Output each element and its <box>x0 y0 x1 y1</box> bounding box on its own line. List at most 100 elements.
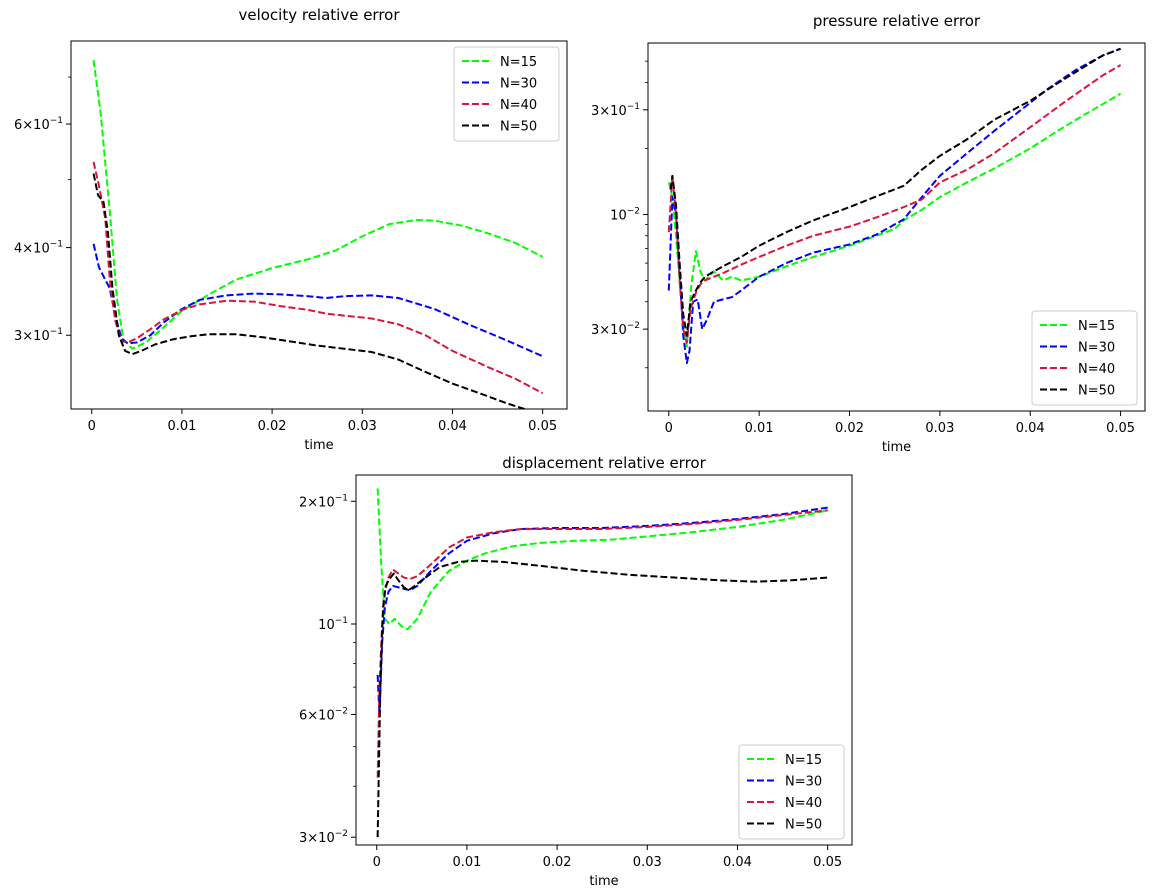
y-tick-times: × <box>22 118 33 133</box>
legend-box <box>738 744 845 840</box>
x-tick-label: 0.05 <box>528 419 557 434</box>
legend: N=15 N=30 N=40 N=50 <box>738 744 845 840</box>
y-tick-exp: −1 <box>627 102 640 112</box>
legend-label: N=15 <box>1078 319 1115 334</box>
y-tick-exp: −2 <box>335 829 348 839</box>
y-tick-mant: 6 <box>299 708 307 723</box>
legend-label: N=40 <box>500 98 537 113</box>
y-tick-label: 2×10−1 <box>299 493 348 510</box>
chart-title: displacement relative error <box>502 454 706 472</box>
legend-label: N=15 <box>785 753 822 768</box>
series-line-N=50 <box>669 47 1121 337</box>
y-tick-label: 6×10−1 <box>14 116 63 133</box>
legend-label: N=50 <box>785 818 822 833</box>
legend: N=15 N=30 N=40 N=50 <box>1031 310 1138 406</box>
x-tick-label: 0.05 <box>1106 421 1135 436</box>
x-tick-label: 0 <box>88 419 96 434</box>
x-tick-label: 0.03 <box>348 419 377 434</box>
y-tick-times: × <box>307 831 318 846</box>
y-tick-label: 3×10−2 <box>591 321 640 338</box>
y-tick-mant: 2 <box>299 495 307 510</box>
x-tick-label: 0.03 <box>925 421 954 436</box>
y-tick-mant: 3 <box>299 831 307 846</box>
y-tick-exp: −2 <box>627 321 640 331</box>
y-tick-label: 6×10−2 <box>299 706 348 723</box>
legend-label: N=50 <box>1078 384 1115 399</box>
series-line-N=40 <box>376 509 828 778</box>
axes-frame <box>647 42 1146 412</box>
series-line-N=50 <box>92 173 528 409</box>
x-tick-label: 0.02 <box>258 419 287 434</box>
y-tick-times: × <box>22 242 33 257</box>
series-line-N=50 <box>376 559 828 838</box>
y-tick-mant: 6 <box>14 118 22 133</box>
y-tick-base: 10 <box>33 118 50 133</box>
y-tick-base: 10 <box>610 323 627 338</box>
y-tick-label: 3×10−1 <box>14 327 63 344</box>
chart-title: pressure relative error <box>813 12 981 30</box>
y-tick-label: 4×10−1 <box>14 240 63 257</box>
y-tick-label: 3×10−2 <box>299 829 348 846</box>
series-line-N=15 <box>92 60 544 350</box>
x-tick-label: 0.02 <box>543 855 572 870</box>
x-axis-label: time <box>304 438 333 453</box>
x-tick-label: 0.01 <box>167 419 196 434</box>
y-tick-mant: 3 <box>591 323 599 338</box>
y-tick-base: 10 <box>318 618 335 633</box>
series-line-N=30 <box>667 47 1121 365</box>
x-tick-label: 0.01 <box>452 855 481 870</box>
x-tick-label: 0.04 <box>1016 421 1045 436</box>
y-tick-exp: −1 <box>50 327 63 337</box>
legend-box <box>453 46 560 142</box>
legend-label: N=30 <box>1078 341 1115 356</box>
chart-1: pressure relative error 0 0.01 0.02 0.03 0.04… <box>591 12 1146 455</box>
series-line-N=30 <box>92 243 544 358</box>
y-tick-base: 10 <box>610 104 627 119</box>
y-tick-exp: −2 <box>627 206 640 216</box>
series-line-N=15 <box>667 92 1122 348</box>
y-tick-base: 10 <box>610 208 627 223</box>
y-tick-times: × <box>307 708 318 723</box>
y-tick-mant: 3 <box>14 329 22 344</box>
legend-label: N=30 <box>785 775 822 790</box>
legend-box <box>1031 310 1138 406</box>
chart-title: velocity relative error <box>238 6 400 24</box>
y-tick-base: 10 <box>318 831 335 846</box>
x-tick-label: 0.04 <box>723 855 752 870</box>
y-tick-base: 10 <box>33 242 50 257</box>
series-line-N=40 <box>92 161 544 395</box>
axes-frame <box>70 40 568 410</box>
y-tick-base: 10 <box>318 495 335 510</box>
y-tick-times: × <box>307 495 318 510</box>
y-tick-label: 10−1 <box>318 616 348 633</box>
chart-2: displacement relative error 0 0.01 0.02 0.03… <box>299 454 853 889</box>
y-tick-times: × <box>22 329 33 344</box>
x-tick-label: 0.02 <box>835 421 864 436</box>
x-tick-label: 0.03 <box>633 855 662 870</box>
legend-label: N=50 <box>500 120 537 135</box>
legend-label: N=40 <box>1078 362 1115 377</box>
axes-frame <box>355 474 853 846</box>
y-tick-mant: 4 <box>14 242 22 257</box>
y-tick-exp: −1 <box>335 616 348 626</box>
x-tick-label: 0.05 <box>813 855 842 870</box>
y-tick-base: 10 <box>318 708 335 723</box>
x-tick-label: 0 <box>665 421 673 436</box>
series-line-N=40 <box>667 64 1122 344</box>
x-axis-label: time <box>882 440 911 455</box>
legend: N=15 N=30 N=40 N=50 <box>453 46 560 142</box>
x-axis-label: time <box>589 874 618 889</box>
y-tick-label: 10−2 <box>610 206 640 223</box>
y-tick-exp: −1 <box>50 240 63 250</box>
y-tick-times: × <box>599 323 610 338</box>
y-tick-exp: −1 <box>50 116 63 126</box>
y-tick-mant: 3 <box>591 104 599 119</box>
series-line-N=30 <box>376 506 828 716</box>
x-tick-label: 0.01 <box>745 421 774 436</box>
legend-label: N=15 <box>500 55 537 70</box>
x-tick-label: 0 <box>373 855 381 870</box>
y-tick-label: 3×10−1 <box>591 102 640 119</box>
legend-label: N=40 <box>785 796 822 811</box>
y-tick-times: × <box>599 104 610 119</box>
